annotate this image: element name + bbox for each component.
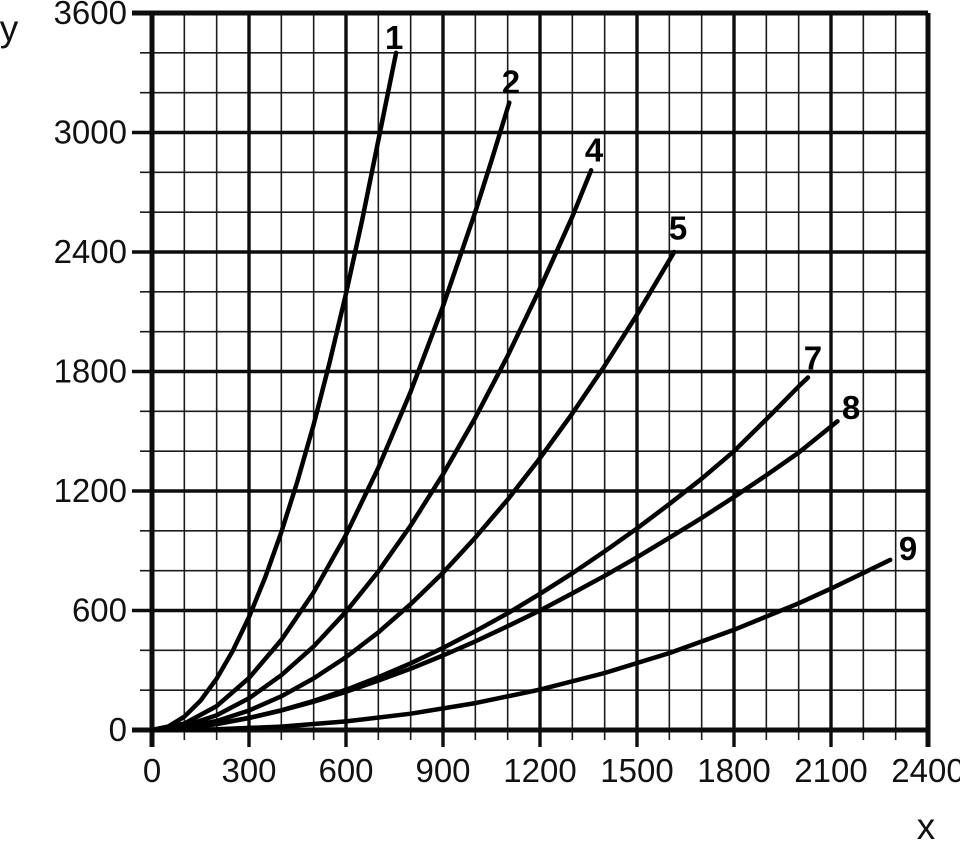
curve-5 [149,249,677,733]
curve-9 [149,557,893,733]
curve-label-5: 5 [669,210,687,247]
y-tick-label: 600 [72,592,127,629]
x-tick-label: 1500 [600,752,673,789]
curve-2 [149,100,512,733]
curve-label-8: 8 [842,389,860,426]
x-tick-label: 1800 [697,752,770,789]
y-tick-label: 0 [109,711,127,748]
curve-label-1: 1 [385,19,403,56]
curves-layer [149,50,893,733]
x-tick-label: 600 [318,752,373,789]
x-tick-label: 1200 [503,752,576,789]
x-tick-label: 2100 [794,752,867,789]
curve-labels-layer: 1 2 4 5 78 9 [385,19,917,567]
curve-label-9: 9 [899,530,917,567]
x-axis-title: x [917,806,936,847]
curve-label-4: 4 [585,132,604,169]
y-tick-label: 3000 [54,114,127,151]
y-tick-label: 1200 [54,472,127,509]
y-tick-label: 2400 [54,233,127,270]
x-tick-label: 900 [415,752,470,789]
tick-labels-layer: 0 300 600 900 1200 1500 1800 2100 24000600120018… [54,0,960,789]
curve-1 [149,50,399,733]
y-axis-title: y [0,8,19,49]
x-tick-label: 300 [221,752,276,789]
curve-label-7: 7 [804,340,822,377]
x-tick-label: 0 [143,752,161,789]
y-tick-label: 3600 [54,0,127,31]
curve-8 [149,419,840,733]
curve-label-2: 2 [502,63,520,100]
curve-4 [149,168,594,733]
x-tick-label: 2400 [891,752,960,789]
y-tick-label: 1800 [54,353,127,390]
major-grid-layer [132,10,931,747]
